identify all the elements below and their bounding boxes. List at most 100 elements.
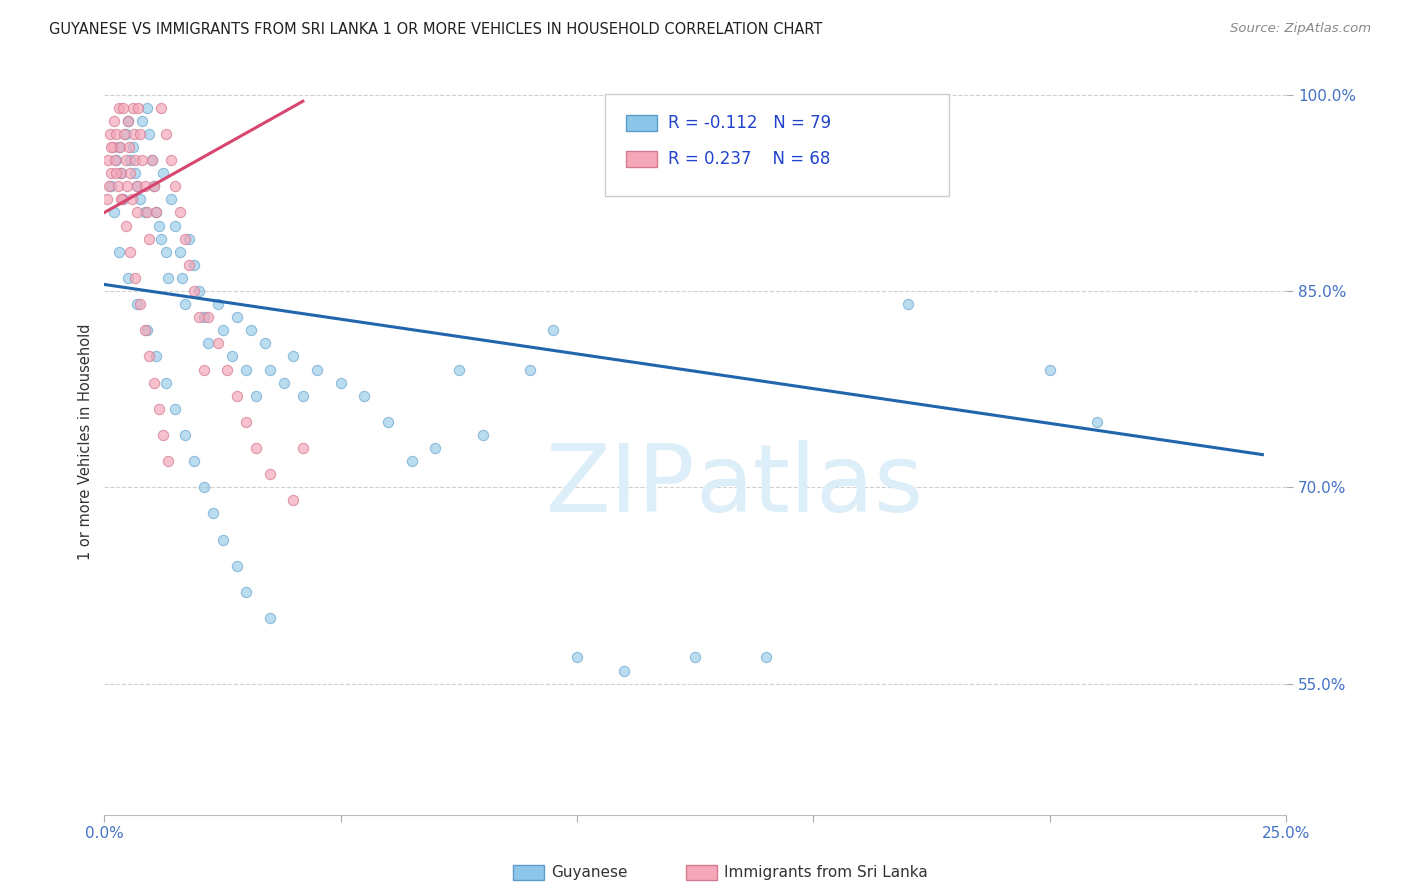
Point — [105, 153, 128, 168]
Point — [254, 336, 277, 351]
Point — [145, 205, 167, 219]
Point — [235, 415, 257, 429]
Point — [127, 179, 149, 194]
Point — [127, 297, 149, 311]
Point — [145, 350, 167, 364]
Point — [245, 389, 267, 403]
Point — [117, 271, 139, 285]
Point — [117, 114, 139, 128]
Point — [112, 193, 135, 207]
Point — [613, 664, 636, 678]
Text: Source: ZipAtlas.com: Source: ZipAtlas.com — [1230, 22, 1371, 36]
Point — [239, 323, 262, 337]
Point — [100, 179, 122, 194]
Point — [183, 284, 205, 298]
Point — [112, 101, 135, 115]
Point — [131, 153, 153, 168]
Point — [193, 362, 215, 376]
Point — [135, 101, 157, 115]
Point — [197, 310, 219, 325]
Point — [100, 140, 122, 154]
Text: atlas: atlas — [695, 441, 924, 533]
Point — [120, 166, 142, 180]
Point — [103, 114, 125, 128]
Point — [197, 336, 219, 351]
Point — [150, 101, 173, 115]
Point — [211, 323, 233, 337]
Point — [121, 140, 143, 154]
Point — [105, 127, 128, 141]
Point — [117, 114, 139, 128]
Point — [121, 101, 143, 115]
Text: GUYANESE VS IMMIGRANTS FROM SRI LANKA 1 OR MORE VEHICLES IN HOUSEHOLD CORRELATIO: GUYANESE VS IMMIGRANTS FROM SRI LANKA 1 … — [49, 22, 823, 37]
Point — [165, 179, 187, 194]
Point — [273, 376, 295, 390]
Point — [103, 205, 125, 219]
Point — [307, 362, 329, 376]
Point — [755, 650, 778, 665]
Point — [125, 179, 148, 194]
Point — [193, 310, 215, 325]
Point — [148, 401, 170, 416]
Point — [283, 350, 305, 364]
Point — [135, 205, 157, 219]
Point — [291, 441, 314, 455]
Point — [291, 389, 314, 403]
Point — [283, 493, 305, 508]
Point — [259, 362, 281, 376]
Point — [221, 350, 243, 364]
Point — [155, 244, 177, 259]
Text: Immigrants from Sri Lanka: Immigrants from Sri Lanka — [724, 865, 928, 880]
Point — [683, 650, 706, 665]
Point — [141, 153, 163, 168]
Point — [105, 166, 128, 180]
Point — [110, 166, 132, 180]
Text: R = -0.112   N = 79: R = -0.112 N = 79 — [668, 114, 831, 132]
Point — [134, 323, 156, 337]
Point — [217, 362, 239, 376]
Point — [100, 166, 122, 180]
Point — [187, 310, 209, 325]
Point — [169, 244, 191, 259]
Point — [401, 454, 423, 468]
Point — [225, 558, 247, 573]
Point — [245, 441, 267, 455]
Point — [172, 271, 194, 285]
Point — [101, 140, 124, 154]
Point — [179, 232, 201, 246]
Point — [114, 127, 136, 141]
Point — [225, 389, 247, 403]
Point — [124, 166, 146, 180]
Point — [173, 428, 195, 442]
Point — [159, 153, 181, 168]
Point — [1039, 362, 1062, 376]
Text: ZIP: ZIP — [546, 441, 695, 533]
Point — [183, 454, 205, 468]
Point — [131, 114, 153, 128]
Point — [150, 232, 173, 246]
Point — [157, 271, 180, 285]
Point — [211, 533, 233, 547]
Point — [107, 179, 129, 194]
Point — [120, 244, 142, 259]
Point — [425, 441, 447, 455]
Point — [173, 297, 195, 311]
Point — [173, 232, 195, 246]
Point — [107, 244, 129, 259]
Point — [110, 193, 132, 207]
Point — [225, 310, 247, 325]
Point — [207, 336, 229, 351]
Point — [107, 140, 129, 154]
Point — [148, 219, 170, 233]
Point — [519, 362, 541, 376]
Point — [207, 297, 229, 311]
Point — [145, 205, 167, 219]
Point — [447, 362, 470, 376]
Point — [1085, 415, 1108, 429]
Point — [155, 127, 177, 141]
Point — [124, 271, 146, 285]
Point — [235, 585, 257, 599]
Point — [111, 193, 134, 207]
Y-axis label: 1 or more Vehicles in Household: 1 or more Vehicles in Household — [79, 323, 93, 560]
Point — [112, 127, 135, 141]
